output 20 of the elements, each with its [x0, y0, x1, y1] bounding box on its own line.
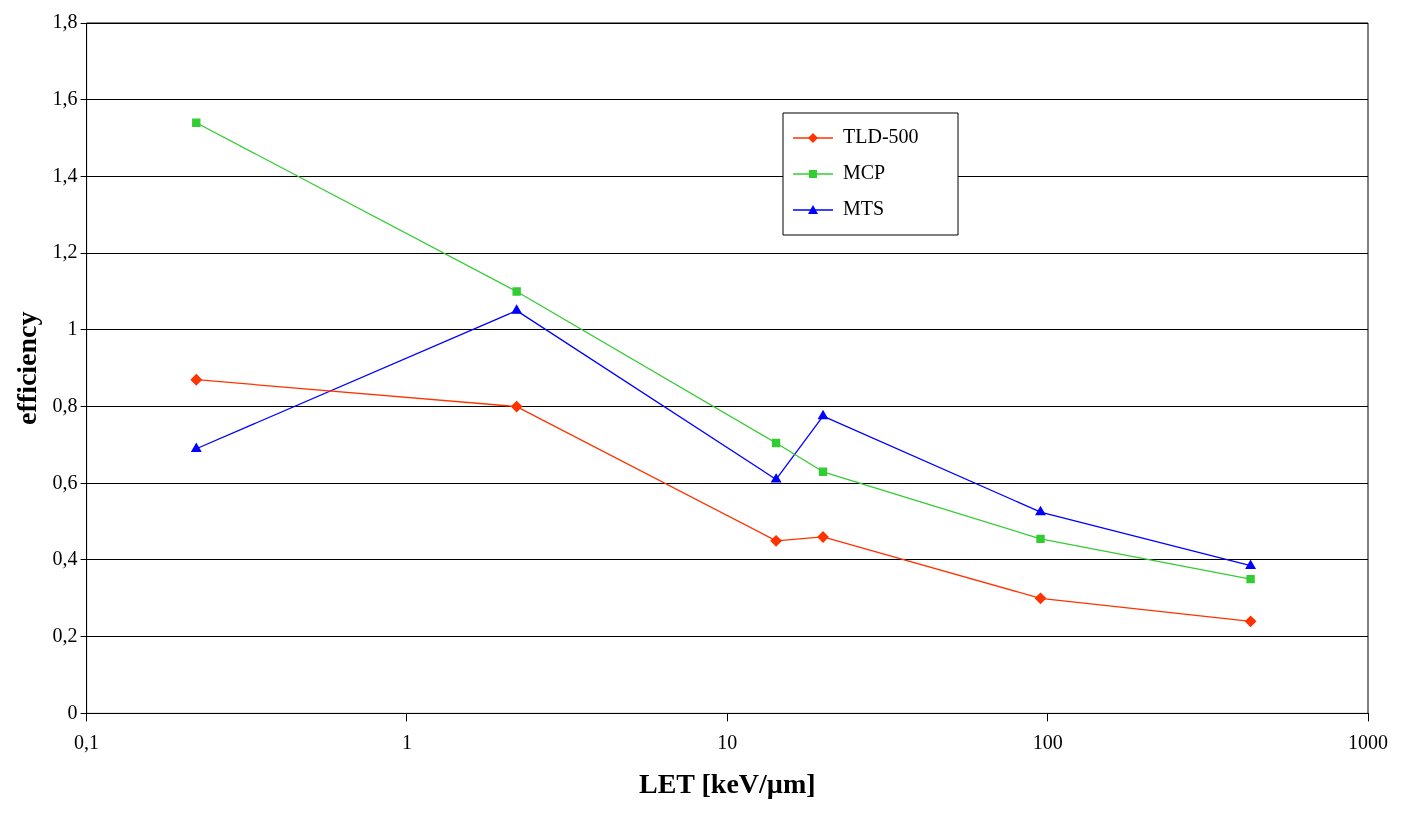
y-tick-label: 0,2 [52, 623, 78, 646]
y-tick-label: 0,4 [52, 547, 78, 570]
y-axis-title: efficiency [11, 311, 43, 425]
x-tick-label: 10 [717, 730, 738, 753]
legend-label: MCP [843, 161, 886, 184]
x-tick-label: 100 [1032, 730, 1063, 753]
x-tick-label: 1 [401, 730, 412, 753]
y-tick-label: 1 [67, 317, 78, 340]
y-tick-label: 0,6 [52, 470, 78, 493]
legend-label: TLD-500 [843, 125, 919, 148]
y-tick-label: 1,8 [52, 10, 78, 33]
x-tick-label: 0,1 [74, 730, 100, 753]
legend-label: MTS [843, 197, 885, 220]
y-tick-label: 0 [67, 700, 78, 723]
x-axis-title: LET [keV/µm] [638, 768, 816, 800]
y-tick-label: 1,4 [52, 163, 78, 186]
y-tick-label: 0,8 [52, 393, 78, 416]
x-tick-label: 1000 [1348, 730, 1388, 753]
y-tick-label: 1,2 [52, 240, 78, 263]
y-tick-label: 1,6 [52, 86, 78, 109]
